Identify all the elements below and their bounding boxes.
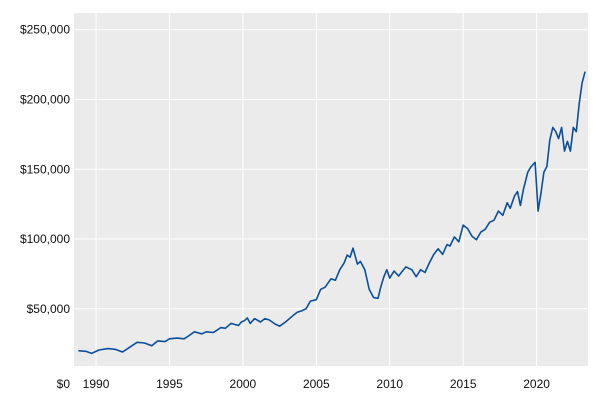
y-tick-label: $200,000: [20, 93, 70, 107]
y-tick-label: $100,000: [20, 232, 70, 246]
series-layer: [78, 71, 586, 355]
y-tick-label: $150,000: [20, 162, 70, 176]
grid-lines: [74, 13, 588, 366]
y-tick-label: $50,000: [27, 302, 71, 316]
x-tick-label: 2005: [303, 377, 330, 391]
x-axis-tick-labels: 1990 1995 2000 2005 2010 2015 2020: [83, 377, 551, 391]
y-axis-tick-labels: $0 $50,000 $100,000 $150,000 $200,000 $250,0…: [20, 23, 70, 391]
x-tick-label: 2000: [230, 377, 257, 391]
plot-background: [74, 13, 588, 366]
series-line: [78, 71, 586, 355]
x-tick-label: 2020: [523, 377, 550, 391]
y-tick-label: $250,000: [20, 23, 70, 37]
x-tick-label: 2015: [450, 377, 477, 391]
x-tick-label: 1995: [156, 377, 183, 391]
x-tick-label: 2010: [376, 377, 403, 391]
y-zero-tick-label: $0: [57, 377, 71, 391]
x-tick-label: 1990: [83, 377, 110, 391]
